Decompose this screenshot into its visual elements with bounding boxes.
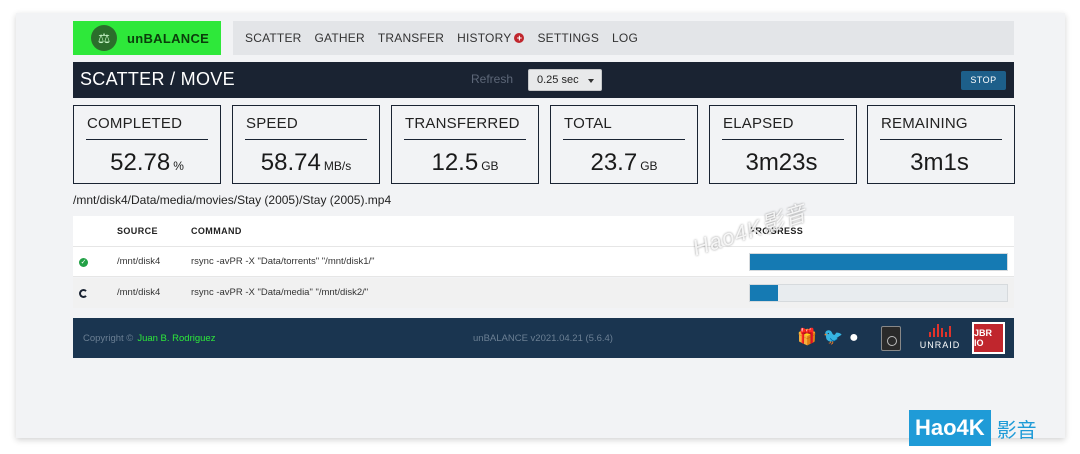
footer: Copyright © Juan B. Rodriguez unBALANCE v… [73,318,1014,358]
progress-bar [749,284,1008,302]
copyright-text: Copyright © [83,333,134,344]
stat-value: 58.74 [260,149,321,176]
stat-completed: COMPLETED 52.78% [73,105,221,184]
nav-item-settings[interactable]: SETTINGS [537,31,600,45]
scale-icon: ⚖ [91,25,117,51]
progress-fill [750,285,779,301]
divider [404,139,526,140]
stat-unit: GB [481,159,499,173]
unraid-bars-icon [914,323,966,337]
unraid-label: UNRAID [919,340,961,350]
column-header-progress: PROGRESS [749,226,804,236]
nav-item-history[interactable]: HISTORY + [457,31,525,45]
stat-value-row: 3m23s [710,149,856,177]
watermark-badge-cjk: 影音 [996,419,1037,442]
stat-remaining: REMAINING 3m1s [867,105,1015,184]
twitter-icon[interactable]: 🐦 [823,329,843,346]
table-row: ✓ /mnt/disk4 rsync -avPR -X "Data/torren… [73,247,1014,277]
stat-value: 3m1s [910,149,969,176]
command-cell: rsync -avPR -X "Data/torrents" "/mnt/dis… [191,256,375,267]
stat-elapsed: ELAPSED 3m23s [709,105,857,184]
stat-value: 3m23s [745,149,818,176]
check-circle-icon: ✓ [79,258,88,267]
refresh-rate-value: 0.25 sec [537,74,579,86]
top-bar: ⚖ unBALANCE SCATTER GATHER TRANSFER HIST… [73,21,1014,55]
speaker-icon[interactable] [881,326,901,351]
stat-label: SPEED [246,115,298,132]
stats-panel: COMPLETED 52.78% SPEED 58.74 MB/s TRANSFE… [73,105,1015,184]
plus-circle-icon: + [514,33,525,43]
unraid-logo[interactable]: UNRAID [914,323,966,355]
current-file-path: /mnt/disk4/Data/media/movies/Stay (2005)… [73,193,392,207]
divider [245,139,367,140]
nav-item-scatter[interactable]: SCATTER [245,31,302,45]
refresh-label: Refresh [471,72,514,86]
stat-value-row: 12.5 GB [392,149,538,177]
table-header: SOURCE COMMAND PROGRESS [73,216,1014,247]
divider [563,139,685,140]
stat-label: TRANSFERRED [405,115,520,132]
nav-item-transfer[interactable]: TRANSFER [377,31,445,45]
copyright: Copyright © Juan B. Rodriguez [83,333,215,344]
divider [722,139,844,140]
stop-button[interactable]: STOP [961,71,1006,90]
jbr-logo[interactable]: JBR IO [972,322,1005,354]
main-nav: SCATTER GATHER TRANSFER HISTORY + SETTING… [233,21,1014,55]
progress-bar [749,253,1008,271]
table-row: /mnt/disk4 rsync -avPR -X "Data/media" "… [73,278,1014,308]
source-cell: /mnt/disk4 [117,256,161,267]
divider [880,139,1002,140]
stat-value-row: 23.7 GB [551,149,697,177]
author-link[interactable]: Juan B. Rodriguez [137,333,216,344]
page-title: SCATTER / MOVE [80,69,235,89]
stat-unit: % [173,159,184,173]
app-logo[interactable]: ⚖ unBALANCE [73,21,221,55]
stat-speed: SPEED 58.74 MB/s [232,105,380,184]
gift-icon[interactable]: 🎁 [797,329,817,346]
stat-value: 23.7 [590,149,638,176]
stat-value: 12.5 [431,149,479,176]
divider [86,139,208,140]
watermark-badge-latin: Hao4K [909,410,991,446]
stat-transferred: TRANSFERRED 12.5 GB [391,105,539,184]
chevron-down-icon [588,79,594,83]
command-cell: rsync -avPR -X "Data/media" "/mnt/disk2/… [191,287,369,298]
column-header-source: SOURCE [117,226,158,236]
stat-total: TOTAL 23.7 GB [550,105,698,184]
nav-item-history-label: HISTORY [457,31,512,45]
nav-item-gather[interactable]: GATHER [314,31,365,45]
stat-unit: MB/s [323,159,352,173]
operation-header: SCATTER / MOVE Refresh 0.25 sec STOP [73,62,1014,98]
nav-item-log[interactable]: LOG [612,31,638,45]
stat-value-row: 52.78% [74,149,220,177]
progress-fill [750,254,1007,270]
spinner-icon [79,289,88,298]
github-icon[interactable]: ● [849,329,859,346]
stat-label: COMPLETED [87,115,183,132]
column-header-command: COMMAND [191,226,242,236]
stat-unit: GB [640,159,658,173]
stat-value: 52.78 [110,149,171,176]
stat-label: REMAINING [881,115,968,132]
stat-value-row: 58.74 MB/s [233,149,379,177]
version-text: unBALANCE v2021.04.21 (5.6.4) [473,333,613,344]
source-cell: /mnt/disk4 [117,287,161,298]
brand-name: unBALANCE [127,30,210,46]
stat-label: ELAPSED [723,115,794,132]
commands-table: SOURCE COMMAND PROGRESS ✓ /mnt/disk4 rsy… [73,216,1014,308]
stat-label: TOTAL [564,115,612,132]
watermark-badge: Hao4K 影音 [909,410,1070,446]
stat-value-row: 3m1s [868,149,1014,177]
refresh-rate-select[interactable]: 0.25 sec [528,69,602,91]
